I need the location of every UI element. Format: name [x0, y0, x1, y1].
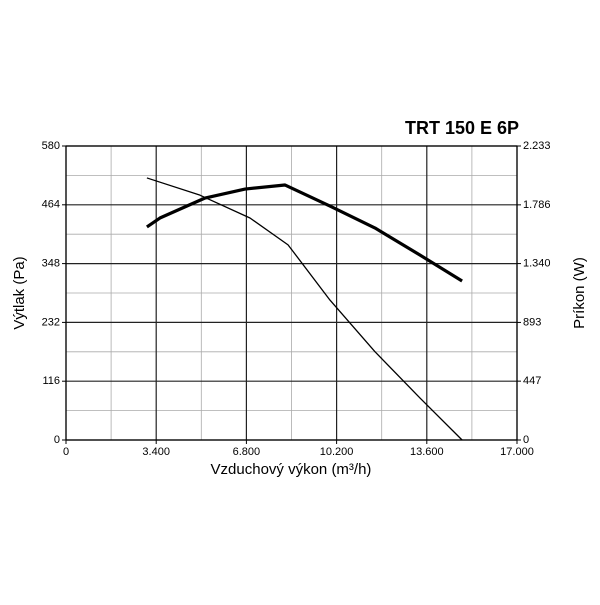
- x-tick-label: 13.600: [410, 446, 444, 458]
- data-line: [146, 183, 463, 283]
- data-line: [146, 177, 463, 441]
- y2-axis-label: Príkon (W): [571, 257, 588, 329]
- y2-tick-label: 447: [523, 375, 541, 387]
- y-tick-label: 464: [42, 199, 60, 211]
- y-tick-label: 580: [42, 140, 60, 152]
- y-tick-label: 348: [42, 258, 60, 270]
- y-axis-label: Výtlak (Pa): [11, 256, 28, 329]
- y-tick-label: 0: [54, 434, 60, 446]
- y2-tick-label: 1.786: [523, 199, 551, 211]
- y2-tick-label: 1.340: [523, 257, 551, 269]
- y2-tick-label: 2.233: [523, 140, 551, 152]
- x-tick-label: 10.200: [320, 446, 354, 458]
- y2-tick-label: 0: [523, 434, 529, 446]
- y-tick-label: 116: [42, 375, 60, 387]
- chart-title: TRT 150 E 6P: [405, 118, 519, 138]
- y-tick-label: 232: [42, 316, 60, 328]
- plot-frame: [65, 145, 518, 441]
- x-tick-label: 6.800: [233, 446, 261, 458]
- x-axis-label: Vzduchový výkon (m³/h): [211, 461, 372, 478]
- x-tick-label: 17.000: [500, 446, 534, 458]
- x-tick-label: 0: [63, 446, 69, 458]
- y2-tick-label: 893: [523, 316, 541, 328]
- x-tick-label: 3.400: [142, 446, 170, 458]
